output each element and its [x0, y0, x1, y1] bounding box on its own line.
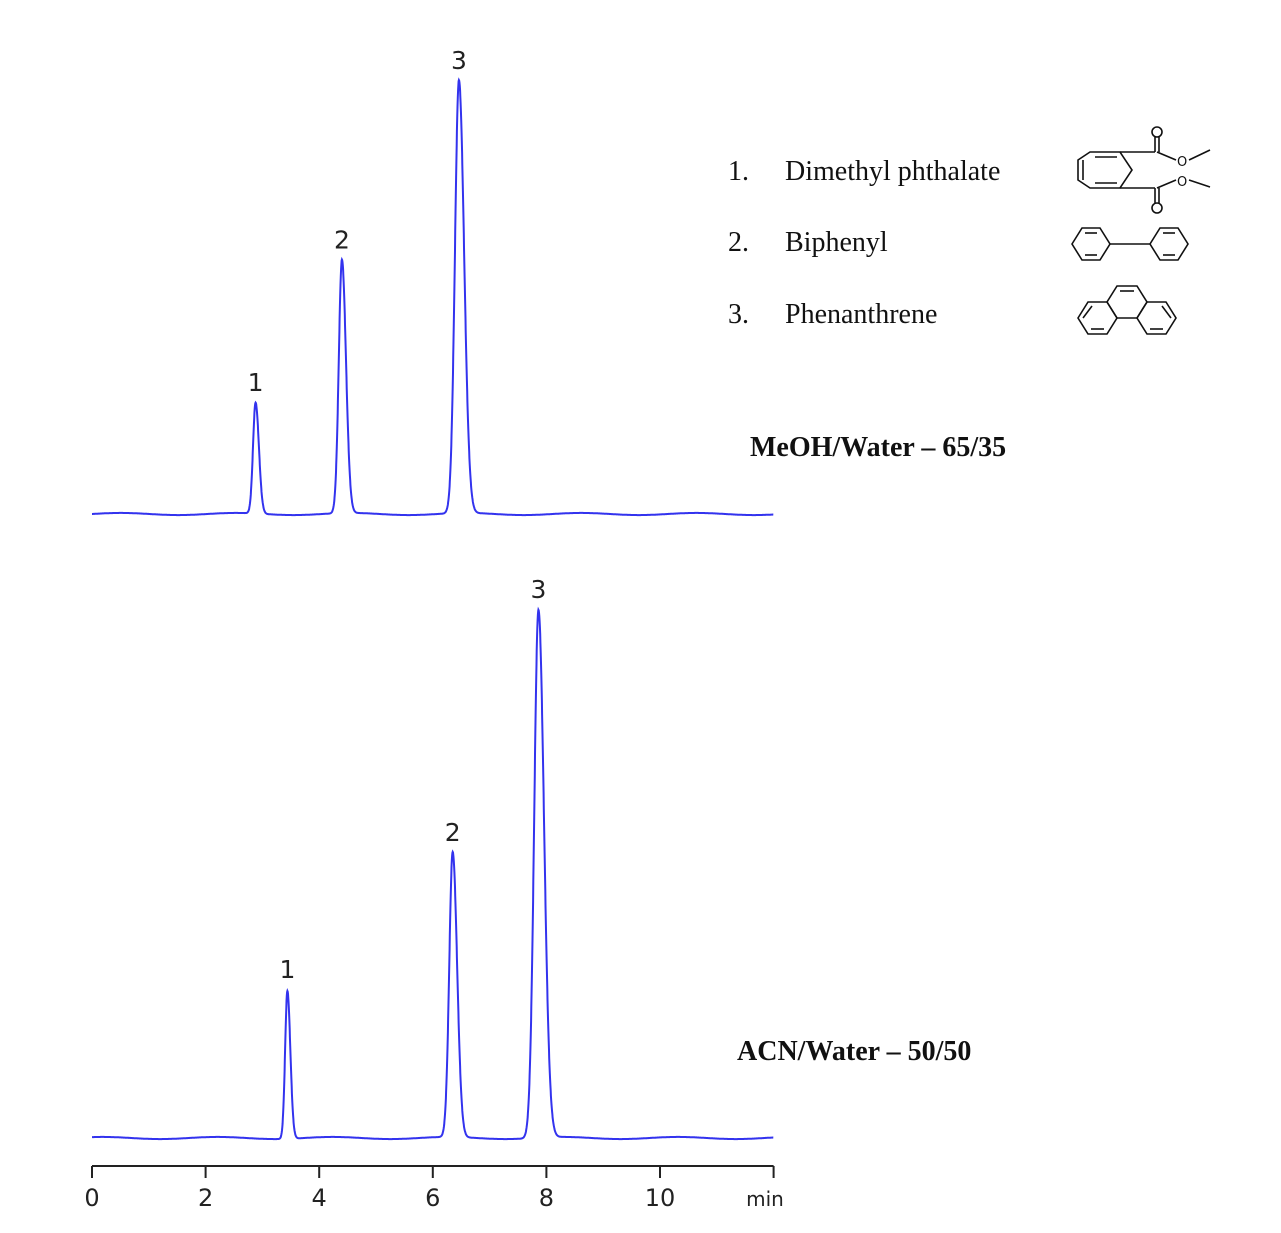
legend-name: Dimethyl phthalate [785, 156, 1000, 187]
chromatogram-bottom: 1 2 3 [92, 575, 774, 1141]
dimethyl-phthalate-structure [1077, 126, 1211, 214]
time-axis: 0 2 4 6 8 10 min [84, 1165, 784, 1212]
peak-label: 1 [248, 368, 264, 397]
tick-label: 8 [539, 1184, 554, 1212]
legend-number: 2. [728, 227, 749, 258]
legend: 1. Dimethyl phthalate 2. Biphenyl 3. Phe… [728, 156, 1000, 330]
chromatogram-top: 1 2 3 [92, 46, 774, 517]
trace-line [92, 606, 774, 1141]
oxygen-label: O [1177, 155, 1187, 170]
peak-label: 1 [279, 955, 295, 984]
tick-label: 10 [645, 1184, 676, 1212]
biphenyl-structure [1071, 227, 1189, 261]
tick-label: 4 [312, 1184, 327, 1212]
phenanthrene-structure [1077, 285, 1177, 335]
legend-name: Phenanthrene [785, 299, 937, 330]
peak-label: 3 [451, 46, 467, 75]
peak-label: 3 [530, 575, 546, 604]
oxygen-label: O [1177, 175, 1187, 190]
legend-number: 3. [728, 299, 749, 330]
trace-line [92, 77, 774, 517]
condition-label-bottom: ACN/Water – 50/50 [737, 1036, 971, 1067]
legend-name: Biphenyl [785, 227, 888, 258]
peak-label: 2 [334, 226, 350, 255]
tick-label: 2 [198, 1184, 213, 1212]
peak-label: 2 [445, 818, 461, 847]
condition-label-top: MeOH/Water – 65/35 [750, 432, 1006, 463]
tick-label: 0 [84, 1184, 99, 1212]
axis-unit-label: min [746, 1187, 784, 1211]
legend-number: 1. [728, 156, 749, 187]
tick-label: 6 [425, 1184, 440, 1212]
